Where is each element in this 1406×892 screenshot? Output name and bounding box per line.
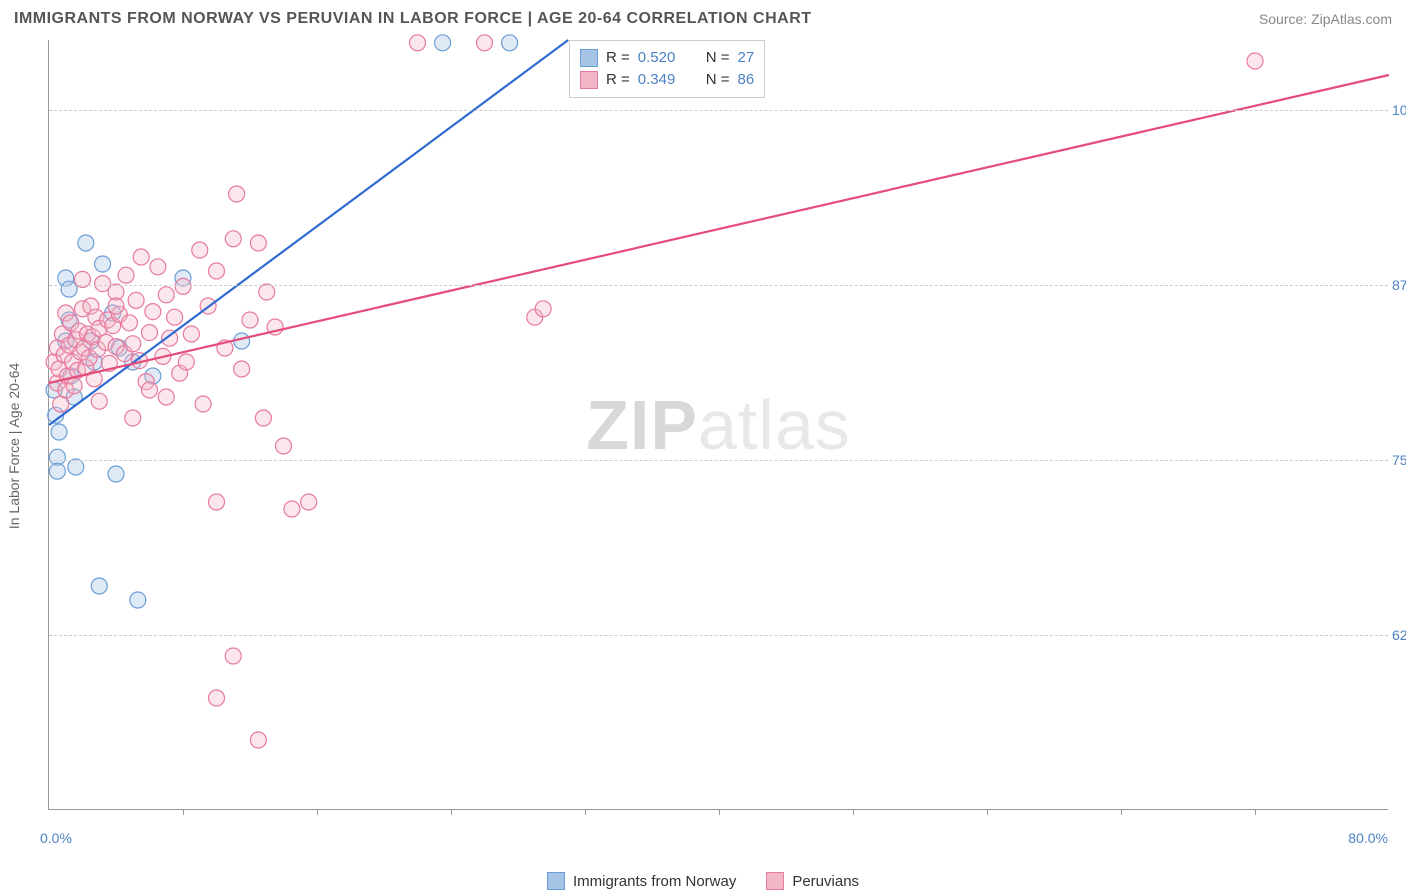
n-label: N = — [706, 69, 730, 91]
n-value: 86 — [738, 69, 755, 91]
y-tick-label: 62.5% — [1392, 627, 1406, 643]
data-point — [410, 35, 426, 51]
x-tick — [451, 809, 452, 815]
chart-header: IMMIGRANTS FROM NORWAY VS PERUVIAN IN LA… — [0, 0, 1406, 34]
r-label: R = — [606, 47, 630, 69]
gridline — [49, 460, 1388, 461]
legend-bottom: Immigrants from Norway Peruvians — [547, 872, 859, 890]
data-point — [95, 256, 111, 272]
chart-title: IMMIGRANTS FROM NORWAY VS PERUVIAN IN LA… — [14, 10, 812, 28]
gridline — [49, 635, 1388, 636]
data-point — [150, 259, 166, 275]
data-point — [183, 326, 199, 342]
x-tick — [1255, 809, 1256, 815]
legend-item: Immigrants from Norway — [547, 872, 736, 890]
data-point — [255, 410, 271, 426]
y-axis-label: In Labor Force | Age 20-64 — [6, 363, 22, 529]
x-tick — [987, 809, 988, 815]
data-point — [49, 463, 65, 479]
data-point — [91, 393, 107, 409]
data-point — [145, 304, 161, 320]
data-point — [259, 284, 275, 300]
data-point — [250, 235, 266, 251]
data-point — [242, 312, 258, 328]
y-tick-label: 75.0% — [1392, 452, 1406, 468]
legend-item: Peruvians — [766, 872, 859, 890]
data-point — [125, 410, 141, 426]
data-point — [125, 336, 141, 352]
gridline — [49, 285, 1388, 286]
n-label: N = — [706, 47, 730, 69]
trend-line — [49, 40, 568, 425]
data-point — [229, 186, 245, 202]
data-point — [209, 494, 225, 510]
data-point — [68, 459, 84, 475]
data-point — [276, 438, 292, 454]
x-tick — [585, 809, 586, 815]
data-point — [535, 301, 551, 317]
data-point — [66, 378, 82, 394]
data-point — [142, 325, 158, 341]
data-point — [284, 501, 300, 517]
x-tick — [183, 809, 184, 815]
data-point — [121, 315, 137, 331]
plot-svg — [49, 40, 1388, 809]
data-point — [167, 309, 183, 325]
data-point — [301, 494, 317, 510]
data-point — [502, 35, 518, 51]
data-point — [133, 249, 149, 265]
legend-label: Immigrants from Norway — [573, 873, 736, 890]
x-tick — [719, 809, 720, 815]
data-point — [158, 389, 174, 405]
legend-label: Peruvians — [792, 873, 859, 890]
x-tick — [853, 809, 854, 815]
x-tick — [1121, 809, 1122, 815]
data-point — [225, 231, 241, 247]
r-value: 0.349 — [638, 69, 688, 91]
data-point — [91, 578, 107, 594]
data-point — [195, 396, 211, 412]
data-point — [78, 235, 94, 251]
legend-swatch — [547, 872, 565, 890]
data-point — [1247, 53, 1263, 69]
r-label: R = — [606, 69, 630, 91]
legend-swatch — [580, 71, 598, 89]
y-tick-label: 87.5% — [1392, 277, 1406, 293]
trend-line — [49, 75, 1389, 383]
x-axis-min-label: 0.0% — [40, 830, 72, 846]
data-point — [209, 690, 225, 706]
data-point — [435, 35, 451, 51]
data-point — [108, 298, 124, 314]
data-point — [61, 281, 77, 297]
data-point — [51, 424, 67, 440]
legend-stats-row: R = 0.520 N = 27 — [580, 47, 754, 69]
data-point — [477, 35, 493, 51]
legend-stats: R = 0.520 N = 27 R = 0.349 N = 86 — [569, 40, 765, 98]
data-point — [108, 466, 124, 482]
legend-swatch — [580, 49, 598, 67]
data-point — [158, 287, 174, 303]
data-point — [225, 648, 241, 664]
data-point — [250, 732, 266, 748]
x-axis-max-label: 80.0% — [1348, 830, 1388, 846]
data-point — [118, 267, 134, 283]
n-value: 27 — [738, 47, 755, 69]
data-point — [178, 354, 194, 370]
legend-stats-row: R = 0.349 N = 86 — [580, 69, 754, 91]
chart-source: Source: ZipAtlas.com — [1259, 11, 1392, 27]
r-value: 0.520 — [638, 47, 688, 69]
plot-area: ZIPatlas 100.0%87.5%75.0%62.5%R = 0.520N… — [48, 40, 1388, 810]
data-point — [130, 592, 146, 608]
data-point — [192, 242, 208, 258]
gridline — [49, 110, 1388, 111]
data-point — [209, 263, 225, 279]
data-point — [175, 278, 191, 294]
y-tick-label: 100.0% — [1392, 102, 1406, 118]
data-point — [142, 382, 158, 398]
x-tick — [317, 809, 318, 815]
data-point — [128, 292, 144, 308]
legend-swatch — [766, 872, 784, 890]
data-point — [234, 361, 250, 377]
